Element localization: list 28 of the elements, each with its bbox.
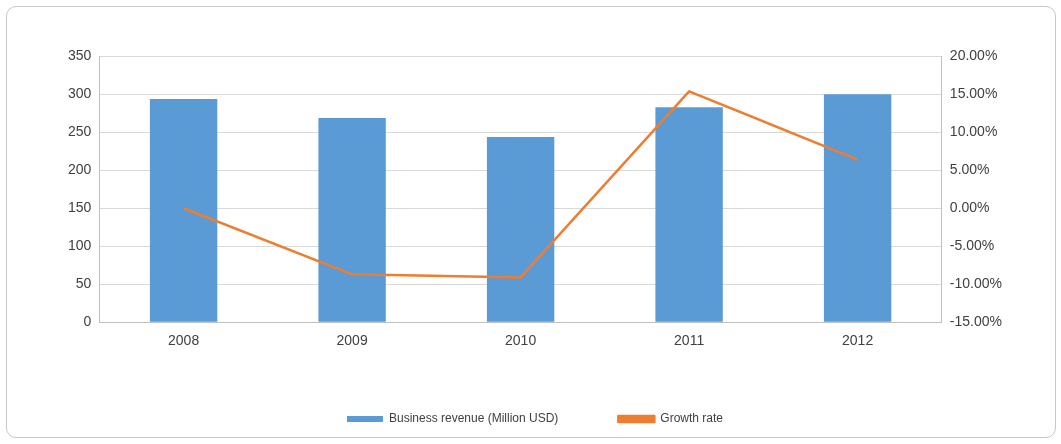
x-tick-label: 2011 — [674, 332, 705, 349]
y2-tick-label: 0.00% — [949, 199, 990, 216]
bar — [655, 107, 723, 322]
bar — [486, 136, 555, 322]
y-tick-label: 200 — [68, 161, 92, 178]
y2-tick-label: -5.00% — [949, 237, 995, 254]
x-tick-label: 2009 — [336, 332, 368, 349]
y-tick-label: 0 — [83, 313, 92, 330]
y-tick-label: 150 — [68, 199, 92, 216]
legend-label: Growth rate — [660, 411, 724, 426]
legend-label: Business revenue (Million USD) — [388, 411, 559, 426]
y2-tick-label: -15.00% — [949, 313, 1003, 330]
y-tick-label: 350 — [68, 47, 92, 64]
bar — [823, 94, 892, 322]
y-tick-label: 300 — [68, 85, 92, 102]
x-tick-label: 2012 — [842, 332, 874, 349]
x-tick-label: 2008 — [168, 332, 200, 349]
y2-tick-label: 5.00% — [949, 161, 990, 178]
y-tick-label: 50 — [75, 275, 92, 292]
y2-tick-label: 15.00% — [949, 85, 998, 102]
y-tick-label: 100 — [68, 237, 92, 254]
bar — [318, 117, 386, 322]
y2-tick-label: 10.00% — [949, 123, 998, 140]
y-tick-label: 250 — [68, 123, 92, 140]
bar — [149, 98, 218, 322]
x-tick-label: 2010 — [505, 332, 537, 349]
y2-tick-label: -10.00% — [949, 275, 1003, 292]
y2-tick-label: 20.00% — [949, 47, 998, 64]
